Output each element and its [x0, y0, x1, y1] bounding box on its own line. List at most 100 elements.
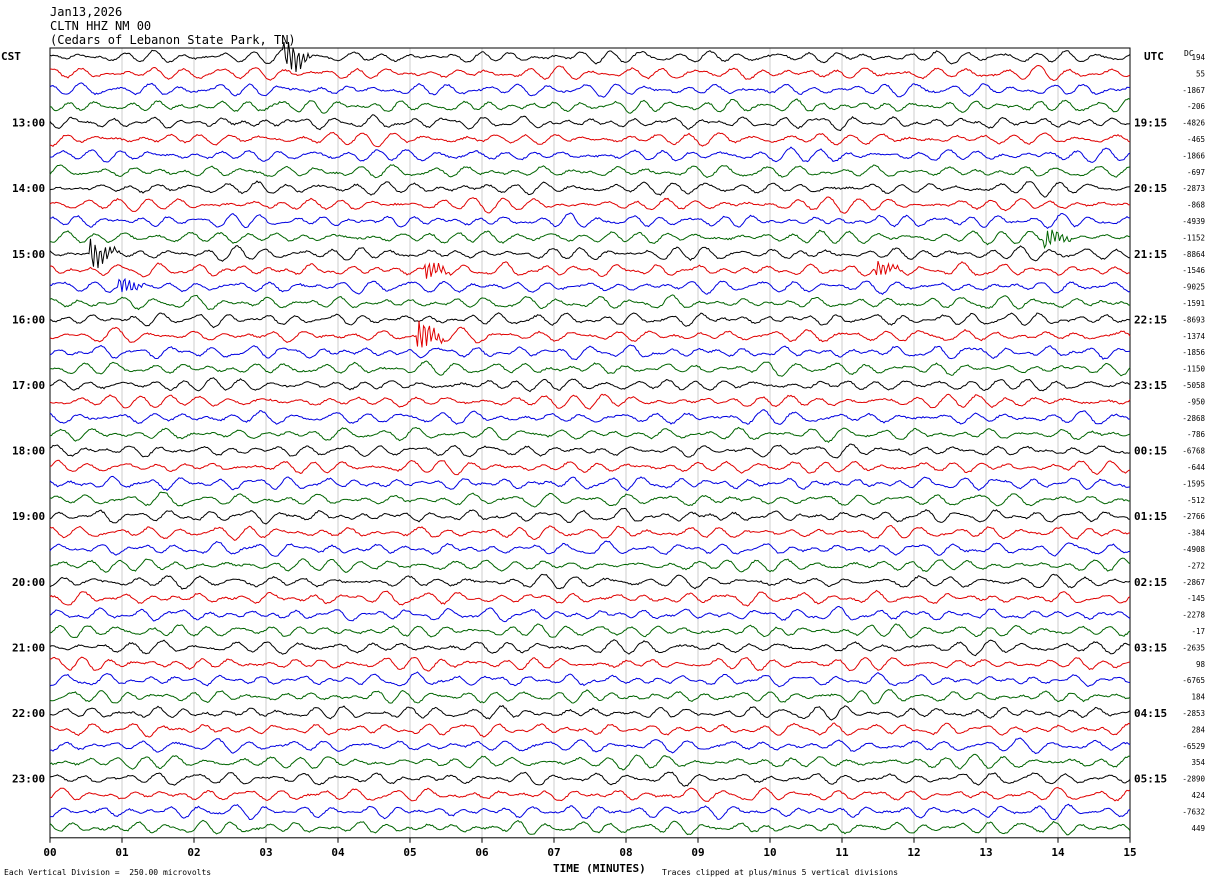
trace-line — [49, 786, 1131, 802]
dc-offset-label: -272 — [1187, 561, 1205, 570]
left-hour-label: 17:00 — [12, 379, 45, 392]
dc-offset-label: -1591 — [1182, 299, 1205, 308]
trace-line — [50, 722, 1131, 738]
dc-offset-label: 184 — [1191, 693, 1205, 702]
left-hour-label: 21:00 — [12, 641, 45, 654]
trace-line — [49, 294, 1131, 311]
trace-line — [49, 475, 1131, 491]
dc-offset-label: -8693 — [1182, 315, 1205, 324]
x-tick-label: 12 — [907, 846, 920, 859]
dc-offset-label: 194 — [1191, 53, 1205, 62]
left-hour-label: 20:00 — [12, 576, 45, 589]
trace-line — [49, 639, 1131, 657]
dc-offset-label: -6768 — [1182, 447, 1205, 456]
dc-offset-label: -1867 — [1182, 86, 1205, 95]
trace-line — [49, 525, 1131, 541]
right-hour-label: 05:15 — [1134, 773, 1167, 786]
right-hour-label: 21:15 — [1134, 248, 1167, 261]
right-timezone-label: UTC — [1144, 50, 1164, 63]
right-hour-label: 19:15 — [1134, 117, 1167, 130]
trace-line — [49, 260, 1131, 279]
x-tick-label: 06 — [475, 846, 489, 859]
dc-offset-label: -1374 — [1182, 332, 1205, 341]
trace-line — [49, 393, 1131, 410]
dc-offset-label: -6529 — [1182, 742, 1205, 751]
dc-offset-label: -145 — [1187, 594, 1205, 603]
dc-offset-label: 98 — [1196, 660, 1206, 669]
dc-offset-label: -1150 — [1182, 365, 1205, 374]
dc-offset-label: -2766 — [1182, 512, 1205, 521]
x-tick-label: 04 — [331, 846, 345, 859]
trace-line — [49, 212, 1131, 229]
left-hour-label: 16:00 — [12, 313, 45, 326]
left-hour-label: 23:00 — [12, 773, 45, 786]
dc-offset-label: -868 — [1187, 201, 1206, 210]
dc-offset-label: -2890 — [1182, 775, 1205, 784]
header-date: Jan13,2026 — [50, 5, 123, 19]
dc-column-label: DC — [1184, 49, 1194, 58]
x-tick-label: 00 — [43, 846, 56, 859]
trace-line — [49, 573, 1131, 590]
trace-line — [49, 605, 1131, 623]
dc-offset-label: 424 — [1191, 791, 1205, 800]
trace-line — [49, 131, 1131, 148]
left-timezone-label: CST — [1, 50, 21, 63]
dc-offset-label: -17 — [1191, 627, 1205, 636]
trace-line — [49, 180, 1131, 198]
left-hour-label: 15:00 — [12, 248, 45, 261]
dc-offset-label: -1595 — [1182, 479, 1205, 488]
dc-offset-label: -8864 — [1182, 250, 1205, 259]
dc-offset-label: -5058 — [1182, 381, 1205, 390]
dc-offset-label: 55 — [1196, 69, 1205, 78]
trace-line — [50, 704, 1131, 721]
trace-line — [49, 540, 1131, 557]
dc-offset-label: -1856 — [1182, 348, 1205, 357]
header-location: (Cedars of Lebanon State Park, TN) — [50, 33, 296, 47]
dc-offset-label: -512 — [1187, 496, 1205, 505]
right-hour-label: 22:15 — [1134, 313, 1167, 326]
trace-line — [49, 164, 1131, 179]
dc-offset-label: -1866 — [1182, 151, 1205, 160]
trace-line — [49, 114, 1131, 132]
trace-line — [49, 426, 1131, 444]
trace-line — [49, 409, 1131, 425]
dc-offset-label: -2873 — [1182, 184, 1205, 193]
left-hour-label: 22:00 — [12, 707, 45, 720]
dc-offset-label: -950 — [1187, 397, 1206, 406]
x-tick-label: 05 — [403, 846, 416, 859]
trace-line — [49, 238, 1131, 269]
dc-offset-label: -1152 — [1182, 233, 1205, 242]
trace-line — [49, 623, 1131, 639]
dc-offset-label: -7632 — [1182, 807, 1205, 816]
x-tick-label: 08 — [619, 846, 632, 859]
right-hour-label: 23:15 — [1134, 379, 1167, 392]
dc-offset-label: 354 — [1191, 758, 1205, 767]
x-tick-label: 07 — [547, 846, 560, 859]
trace-line — [49, 507, 1131, 525]
trace-line — [49, 277, 1131, 296]
dc-offset-label: -2635 — [1182, 643, 1205, 652]
x-tick-label: 14 — [1051, 846, 1065, 859]
left-hour-label: 13:00 — [12, 117, 45, 130]
right-hour-label: 02:15 — [1134, 576, 1167, 589]
x-tick-label: 01 — [115, 846, 129, 859]
trace-line — [49, 82, 1131, 98]
trace-line — [49, 41, 1131, 73]
x-tick-label: 15 — [1123, 846, 1136, 859]
trace-line — [49, 360, 1131, 377]
trace-line — [49, 819, 1131, 836]
trace-line — [49, 803, 1131, 821]
right-hour-label: 03:15 — [1134, 641, 1167, 654]
dc-offset-label: -4939 — [1182, 217, 1205, 226]
x-tick-label: 11 — [835, 846, 849, 859]
trace-line — [49, 589, 1131, 607]
trace-line — [49, 771, 1131, 787]
trace-line — [49, 689, 1131, 705]
trace-line — [49, 753, 1131, 771]
dc-offset-label: -465 — [1187, 135, 1205, 144]
footer-clip-note: Traces clipped at plus/minus 5 vertical … — [662, 868, 899, 877]
header-station: CLTN HHZ NM 00 — [50, 19, 152, 33]
x-tick-label: 13 — [979, 846, 992, 859]
dc-offset-label: -786 — [1187, 430, 1206, 439]
